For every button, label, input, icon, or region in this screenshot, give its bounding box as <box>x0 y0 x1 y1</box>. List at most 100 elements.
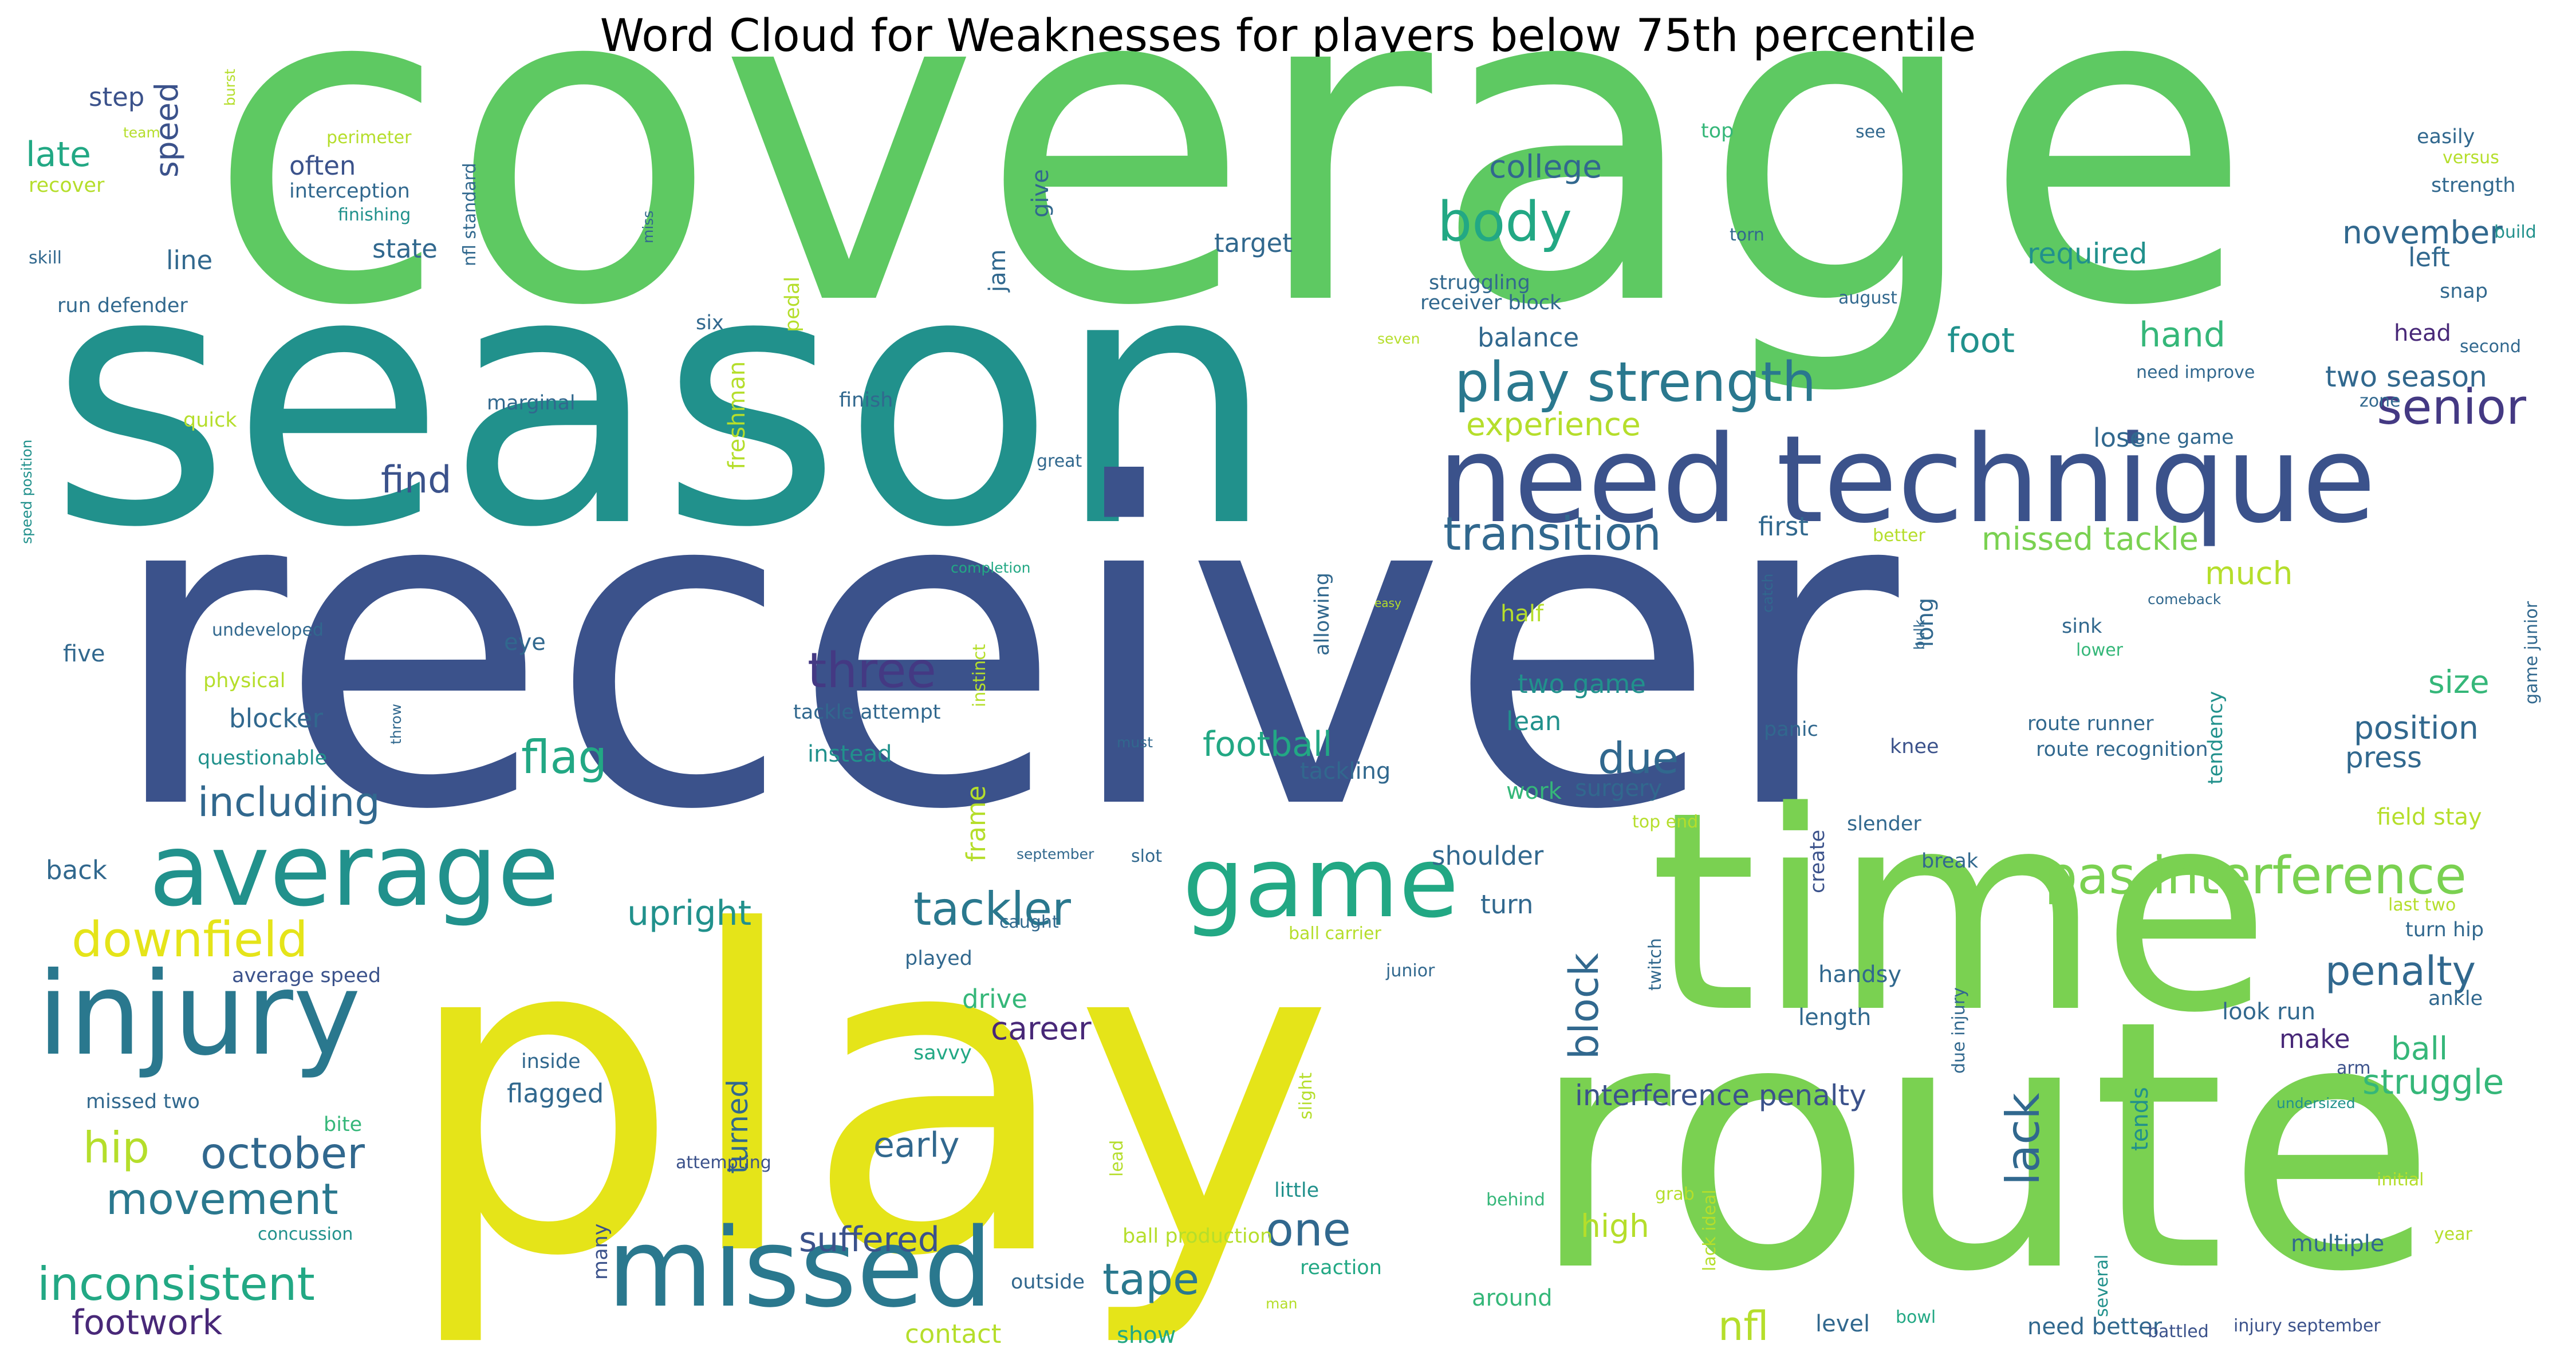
word: route runner <box>2027 712 2154 735</box>
word: bowl <box>1896 1307 1936 1327</box>
word: five <box>63 641 105 667</box>
word: football <box>1203 724 1332 764</box>
word: undersized <box>2276 1095 2356 1111</box>
word: strength <box>2431 174 2515 197</box>
word: slender <box>1847 813 1921 835</box>
word: comeback <box>2148 591 2221 608</box>
word: nfl <box>1718 1303 1768 1350</box>
word: team <box>123 124 160 141</box>
word: much <box>2205 555 2293 592</box>
word: press <box>2345 741 2422 774</box>
word: surgery <box>1575 775 1662 802</box>
word: foot <box>1947 321 2015 361</box>
word: flagged <box>507 1078 604 1109</box>
word: receiver block <box>1420 291 1562 314</box>
word: turn hip <box>2405 919 2484 941</box>
word: burst <box>222 69 238 106</box>
word: panic <box>1764 718 1818 741</box>
word: look run <box>2222 999 2315 1025</box>
word: seven <box>1377 330 1420 347</box>
word: time <box>1649 753 2270 1073</box>
word: hand <box>2139 315 2226 355</box>
word: work <box>1506 778 1562 805</box>
word: break <box>1921 850 1979 873</box>
word: create <box>1806 830 1829 893</box>
word: second <box>2460 337 2521 357</box>
word: two game <box>1518 669 1646 699</box>
word: see <box>1856 122 1886 142</box>
word: two season <box>2325 360 2487 393</box>
word: bite <box>324 1113 362 1136</box>
word: one game <box>2133 426 2234 449</box>
chart-title: Word Cloud for Weaknesses for players be… <box>600 10 1976 62</box>
word: speed position <box>18 440 35 545</box>
word: due injury <box>1949 987 1969 1074</box>
word: including <box>198 779 380 826</box>
word: outside <box>1011 1271 1085 1294</box>
word: struggle <box>2362 1062 2504 1102</box>
word: injury september <box>2234 1316 2381 1336</box>
word: game junior <box>2522 601 2542 704</box>
word: several <box>2092 1255 2112 1317</box>
word: play <box>401 839 1334 1353</box>
word: early <box>873 1125 960 1165</box>
word: many <box>589 1224 612 1280</box>
word: questionable <box>198 747 327 770</box>
word: knee <box>1890 735 1939 758</box>
word: suffered <box>799 1220 940 1260</box>
word: ankle <box>2428 987 2483 1010</box>
word: movement <box>106 1174 338 1224</box>
word: penalty <box>2325 948 2476 995</box>
word: need technique <box>1437 409 2376 550</box>
word: snap <box>2440 280 2488 303</box>
word: lose <box>2093 423 2145 453</box>
word: coverage <box>206 0 2254 402</box>
word: upright <box>627 893 751 933</box>
word: multiple <box>2291 1231 2384 1257</box>
word: savvy <box>913 1042 972 1065</box>
word: little <box>1274 1179 1319 1202</box>
word: inside <box>521 1050 581 1073</box>
word: lean <box>1506 706 1561 736</box>
word: top <box>1701 120 1734 143</box>
word: step <box>89 82 144 112</box>
word: transition <box>1443 507 1661 561</box>
word: lower <box>2076 640 2124 660</box>
word: missed tackle <box>1982 521 2199 557</box>
word: junior <box>1385 961 1435 981</box>
word: back <box>46 855 107 885</box>
word: zone <box>2360 391 2401 411</box>
word: great <box>1037 451 1082 471</box>
word: november <box>2342 214 2503 251</box>
word: play strength <box>1455 351 1816 414</box>
word: reaction <box>1300 1256 1382 1279</box>
word: miss <box>640 211 656 243</box>
word: length <box>1798 1004 1872 1031</box>
word: drive <box>962 984 1027 1014</box>
word: required <box>2027 237 2148 270</box>
word: tape <box>1102 1254 1199 1304</box>
word: inconsistent <box>37 1258 315 1311</box>
word: need better <box>2027 1314 2163 1340</box>
word: target <box>1214 228 1293 258</box>
word: interception <box>289 180 410 203</box>
word: ball <box>2391 1030 2448 1067</box>
word: tackle attempt <box>793 701 941 724</box>
word: half <box>1500 601 1544 627</box>
word: bulk <box>1911 619 1928 650</box>
word: contact <box>905 1319 1001 1349</box>
word: senior <box>2377 379 2526 436</box>
word: last two <box>2388 895 2456 915</box>
word: hip <box>83 1122 149 1173</box>
word: attempting <box>676 1153 771 1173</box>
word: tendency <box>2204 691 2227 785</box>
word: finishing <box>338 205 411 225</box>
word: physical <box>203 669 286 692</box>
word: skill <box>29 248 62 268</box>
word: position <box>2354 709 2479 746</box>
word: line <box>166 245 212 275</box>
word: lack ideal <box>1700 1189 1720 1271</box>
word: long <box>1912 598 1939 647</box>
word: sink <box>2062 615 2102 638</box>
word: allowing <box>1311 573 1334 656</box>
